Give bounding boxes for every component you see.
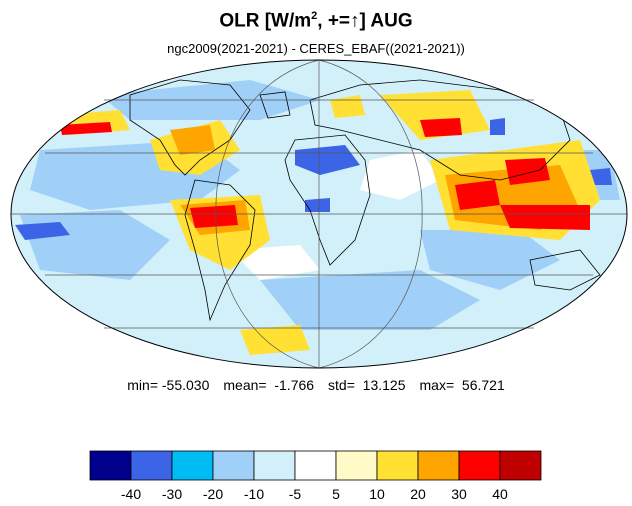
field-patch-red-centralasia bbox=[420, 118, 462, 137]
colorbar-tick-label: -20 bbox=[202, 486, 224, 502]
title-superscript: 2 bbox=[311, 10, 318, 22]
coastline-australia bbox=[529, 249, 601, 291]
gridline-lon-90e bbox=[318, 59, 423, 369]
colorbar-tick-label: -10 bbox=[243, 486, 265, 502]
coastlines bbox=[129, 79, 601, 322]
world-map bbox=[10, 59, 628, 369]
field-patch-white-2 bbox=[230, 245, 320, 280]
colorbar-swatch bbox=[417, 450, 460, 481]
stat-max: max= 56.721 bbox=[419, 377, 505, 393]
colorbar-swatch bbox=[376, 450, 419, 481]
field-patch-blue-asia bbox=[490, 118, 505, 135]
colorbar-tick-label: 40 bbox=[492, 486, 508, 502]
coastline-africa bbox=[284, 134, 371, 266]
title-suffix: , += bbox=[317, 10, 351, 32]
field-patch-red-amazon bbox=[190, 205, 238, 228]
colorbar-tick-label: 5 bbox=[332, 486, 340, 502]
field-patch-white-1 bbox=[360, 150, 440, 200]
stat-std: std= 13.125 bbox=[328, 377, 406, 393]
colorbar-tick-label: -40 bbox=[120, 486, 142, 502]
field-patch-red-bengal bbox=[455, 180, 500, 210]
colorbar-swatch bbox=[130, 450, 173, 481]
field-patch-blue-pacific bbox=[15, 222, 70, 240]
colorbar-tick-label: -5 bbox=[288, 486, 302, 502]
colorbar-swatch bbox=[335, 450, 378, 481]
up-arrow-icon: ↑ bbox=[350, 10, 360, 32]
coastline-south-america bbox=[184, 179, 256, 322]
field-patch-blue-africa bbox=[305, 198, 330, 212]
title-month: ] AUG bbox=[359, 10, 413, 32]
field-patch-blue-sahel bbox=[295, 145, 360, 175]
colorbar-tick-label: -30 bbox=[161, 486, 183, 502]
colorbar-tick-label: 30 bbox=[451, 486, 467, 502]
colorbar-swatch bbox=[499, 450, 542, 481]
plot-title: OLR [W/m2, +=↑] AUG bbox=[0, 10, 632, 32]
map-outline bbox=[10, 59, 628, 369]
field-patch-orange-namerica bbox=[170, 125, 215, 155]
colorbar-swatch bbox=[89, 450, 132, 481]
graticule bbox=[11, 59, 627, 369]
coastline-greenland bbox=[259, 91, 291, 119]
field-patch-red-indonesia bbox=[500, 205, 590, 230]
colorbar-swatch bbox=[294, 450, 337, 481]
field-patch-yellow-europe bbox=[330, 95, 365, 118]
colorbar-swatch bbox=[458, 450, 501, 481]
field-patch-blue-westpac bbox=[590, 168, 612, 185]
field-patch-red-npacific bbox=[60, 122, 112, 135]
colorbar-tick-label: 20 bbox=[410, 486, 426, 502]
field-patch-yellow-eurasia bbox=[380, 90, 490, 140]
gridline-lon-90w bbox=[215, 59, 320, 369]
coastline-eurasia bbox=[309, 79, 571, 181]
plot-subtitle: ngc2009(2021-2021) - CERES_EBAF((2021-20… bbox=[167, 41, 465, 56]
colorbar-tick-label: 10 bbox=[369, 486, 385, 502]
field-patch-red-china bbox=[505, 158, 550, 185]
stat-min: min= -55.030 bbox=[127, 377, 210, 393]
stat-mean: mean= -1.766 bbox=[223, 377, 315, 393]
title-main: OLR [W/m bbox=[219, 10, 312, 32]
colorbar-swatch bbox=[212, 450, 255, 481]
colorbar-swatch bbox=[171, 450, 214, 481]
coastline-north-america bbox=[129, 79, 251, 176]
statistics-line: min= -55.030 mean= -1.766 std= 13.125 max= … bbox=[0, 377, 632, 393]
colorbar-swatch bbox=[253, 450, 296, 481]
field-patch-light-blue-3 bbox=[260, 270, 480, 330]
